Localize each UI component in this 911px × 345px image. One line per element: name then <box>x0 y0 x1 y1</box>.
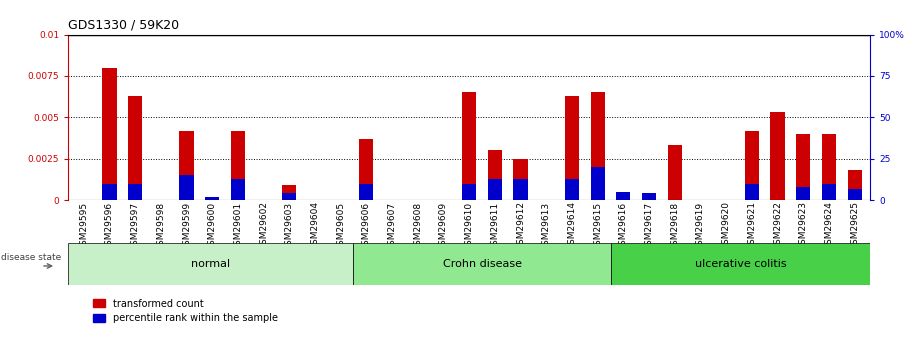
Bar <box>745 184 759 200</box>
Bar <box>487 150 502 200</box>
Bar <box>590 92 605 200</box>
Bar <box>230 130 245 200</box>
Bar <box>796 187 810 200</box>
Bar <box>359 184 374 200</box>
Bar <box>611 243 870 285</box>
Bar <box>847 170 862 200</box>
Bar <box>771 112 784 200</box>
Bar <box>102 184 117 200</box>
Bar <box>462 184 476 200</box>
Bar <box>514 179 527 200</box>
Bar <box>179 130 194 200</box>
Bar <box>822 134 836 200</box>
Bar <box>68 243 353 285</box>
Bar <box>590 167 605 200</box>
Bar <box>282 185 296 200</box>
Bar <box>353 243 611 285</box>
Bar <box>102 68 117 200</box>
Bar <box>565 179 579 200</box>
Bar <box>642 194 656 200</box>
Bar <box>796 134 810 200</box>
Bar <box>514 159 527 200</box>
Bar <box>487 179 502 200</box>
Bar <box>205 197 220 200</box>
Bar <box>230 179 245 200</box>
Text: GDS1330 / 59K20: GDS1330 / 59K20 <box>68 19 179 32</box>
Bar <box>616 192 630 200</box>
Text: ulcerative colitis: ulcerative colitis <box>695 259 786 269</box>
Bar <box>179 175 194 200</box>
Bar <box>668 146 681 200</box>
Bar <box>128 96 142 200</box>
Legend: transformed count, percentile rank within the sample: transformed count, percentile rank withi… <box>89 295 281 327</box>
Bar <box>847 188 862 200</box>
Bar <box>462 92 476 200</box>
Text: normal: normal <box>191 259 230 269</box>
Bar <box>565 96 579 200</box>
Bar <box>822 184 836 200</box>
Bar <box>359 139 374 200</box>
Text: Crohn disease: Crohn disease <box>443 259 522 269</box>
Bar <box>745 130 759 200</box>
Bar <box>128 184 142 200</box>
Text: disease state: disease state <box>2 253 62 262</box>
Bar <box>282 194 296 200</box>
